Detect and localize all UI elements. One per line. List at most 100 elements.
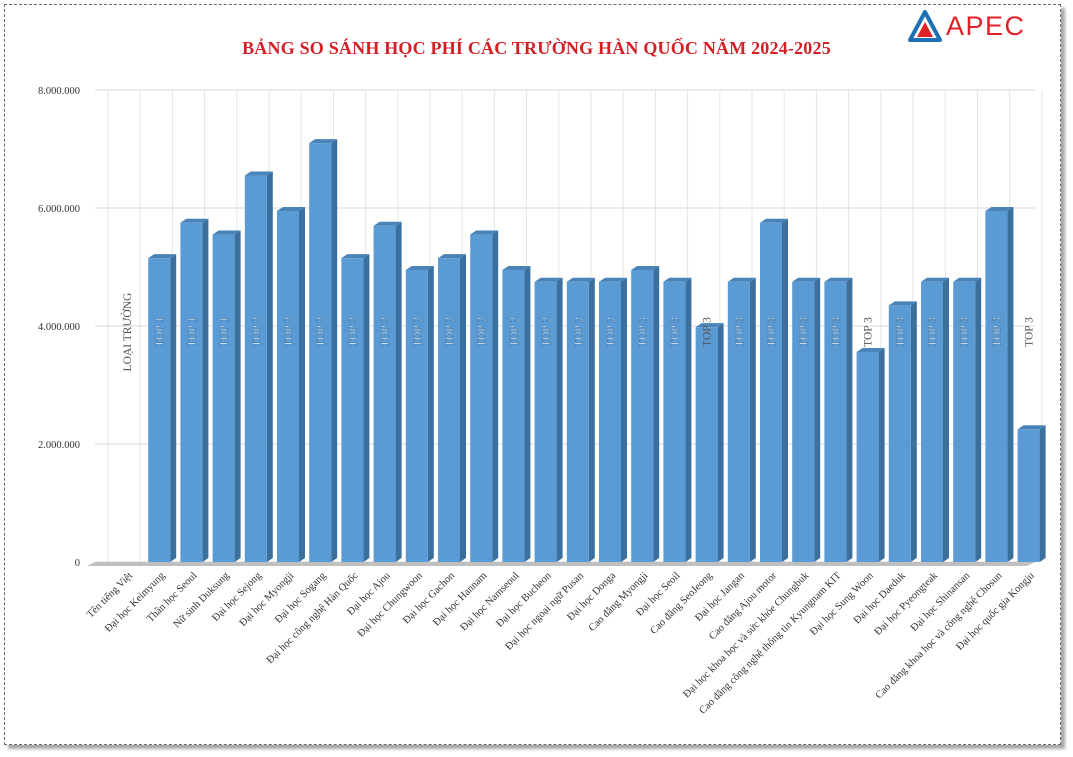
bar <box>953 281 976 562</box>
bar <box>277 210 299 562</box>
bar <box>148 258 171 562</box>
bar <box>985 210 1008 562</box>
x-tick-label: Đại học Bucheon <box>494 570 554 630</box>
data-label: TOP 3 <box>766 317 778 347</box>
bar-top <box>792 277 821 282</box>
bar-top <box>985 206 1014 211</box>
bar <box>341 258 364 562</box>
bar <box>438 258 460 562</box>
bar-side <box>427 265 434 562</box>
bar <box>212 234 235 563</box>
data-label: TOP 2 <box>541 317 553 347</box>
bar <box>727 281 750 562</box>
bar-top <box>341 254 370 259</box>
data-label: TOP 3 <box>959 317 971 347</box>
bar-side <box>782 218 788 562</box>
bar-side <box>202 218 209 562</box>
bar-top <box>695 323 724 328</box>
bar-side <box>299 206 305 562</box>
y-tick-label: 8.000.000 <box>38 86 80 97</box>
bar <box>309 143 332 562</box>
bar <box>695 327 718 562</box>
bar-top <box>760 218 788 223</box>
x-tick-label: Đại học Keimyung <box>103 570 168 635</box>
data-label: LOẠI TRƯỜNG <box>120 293 134 372</box>
bar <box>663 281 686 562</box>
bar-side <box>910 301 917 562</box>
bar-top <box>373 221 402 226</box>
data-label: TOP 1 <box>154 317 166 347</box>
y-tick-label: 0 <box>75 558 80 569</box>
bar-side <box>814 277 821 562</box>
bar-side <box>1039 425 1046 562</box>
bar-top <box>888 301 917 306</box>
x-tick-label: Nữ sinh Duksung <box>172 570 233 631</box>
data-label: TOP 2 <box>573 317 585 347</box>
bar-top <box>599 277 627 282</box>
bar-side <box>266 171 273 563</box>
bar <box>244 175 267 563</box>
bar <box>1017 429 1040 562</box>
chart-title: BẢNG SO SÁNH HỌC PHÍ CÁC TRƯỜNG HÀN QUỐC… <box>242 38 831 58</box>
data-label: TOP 2 <box>251 317 263 347</box>
bar <box>631 269 654 562</box>
bar-side <box>492 230 499 563</box>
data-label: TOP 1 <box>219 317 231 347</box>
data-label: TOP 3 <box>1024 317 1036 347</box>
bar-side <box>460 254 466 562</box>
bar <box>373 225 396 562</box>
bar <box>566 281 589 562</box>
y-tick-label: 4.000.000 <box>38 322 80 333</box>
bar-top <box>663 277 692 282</box>
bar-top <box>534 277 563 282</box>
bar-side <box>170 254 177 562</box>
bar-side <box>234 230 241 563</box>
bar-top <box>470 230 499 235</box>
bar-side <box>653 265 660 562</box>
y-tick-label: 6.000.000 <box>38 204 80 215</box>
data-label: TOP 2 <box>412 317 424 347</box>
bar <box>824 281 847 562</box>
bar-top <box>277 206 305 211</box>
bar-side <box>717 323 724 562</box>
data-label: TOP 1 <box>186 317 198 347</box>
y-tick-label: 2.000.000 <box>38 440 80 451</box>
bar-top <box>180 218 209 223</box>
bar <box>921 281 943 562</box>
bar-side <box>588 277 595 562</box>
bar <box>405 269 428 562</box>
bar <box>760 222 782 562</box>
bar <box>180 222 203 562</box>
bar-top <box>631 265 660 270</box>
bar-top <box>244 171 273 176</box>
x-tick-label: Đại học Namseoul <box>458 570 521 633</box>
bar-side <box>1007 206 1014 562</box>
bar-top <box>921 277 949 282</box>
bar-side <box>749 277 756 562</box>
data-label: TOP 3 <box>734 317 746 347</box>
bar-top <box>405 265 434 270</box>
bar-side <box>621 277 627 562</box>
data-label: TOP 3 <box>927 317 939 347</box>
bar-side <box>395 221 402 562</box>
data-label: TOP 3 <box>702 317 714 347</box>
data-label: TOP 3 <box>863 317 875 347</box>
bar-side <box>846 277 853 562</box>
bar-side <box>556 277 563 562</box>
bar <box>534 281 557 562</box>
data-label: TOP 2 <box>508 317 520 347</box>
data-label: TOP 3 <box>895 317 907 347</box>
data-label: TOP 2 <box>315 317 327 347</box>
bar-top <box>727 277 756 282</box>
apec-logo: APEC <box>908 10 1048 44</box>
bar-top <box>502 265 531 270</box>
data-label: TOP 2 <box>283 317 295 347</box>
bar-side <box>524 265 531 562</box>
bar-top <box>309 139 338 144</box>
data-label: TOP 2 <box>476 317 488 347</box>
bar-top <box>438 254 466 259</box>
x-tick-label: Cao đẳng Myongji <box>587 570 651 634</box>
data-label: TOP 3 <box>637 317 649 347</box>
bar-side <box>685 277 692 562</box>
